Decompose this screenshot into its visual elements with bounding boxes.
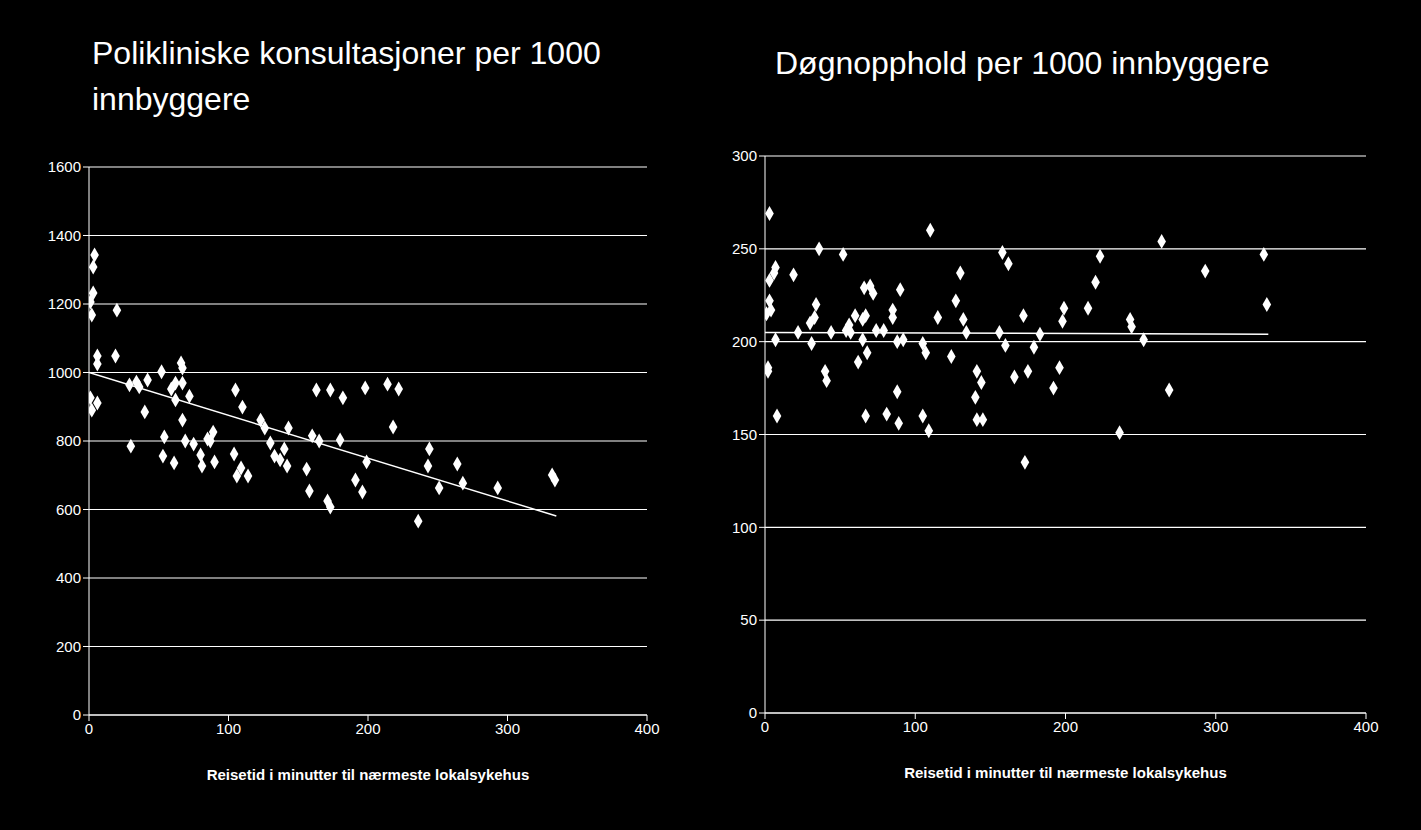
svg-text:600: 600: [56, 501, 81, 518]
svg-text:50: 50: [740, 611, 757, 628]
svg-text:100: 100: [732, 519, 757, 536]
svg-text:300: 300: [495, 720, 520, 737]
svg-text:250: 250: [732, 240, 757, 257]
svg-text:400: 400: [634, 720, 659, 737]
svg-text:150: 150: [732, 426, 757, 443]
svg-text:300: 300: [1203, 718, 1228, 735]
svg-text:200: 200: [732, 333, 757, 350]
svg-text:100: 100: [216, 720, 241, 737]
svg-text:800: 800: [56, 432, 81, 449]
svg-text:0: 0: [749, 704, 757, 721]
svg-text:400: 400: [1353, 718, 1378, 735]
svg-text:1600: 1600: [48, 158, 81, 175]
svg-text:200: 200: [1053, 718, 1078, 735]
svg-text:0: 0: [85, 720, 93, 737]
svg-text:0: 0: [761, 718, 769, 735]
svg-text:300: 300: [732, 147, 757, 164]
svg-text:0: 0: [73, 706, 81, 723]
svg-text:1400: 1400: [48, 227, 81, 244]
svg-text:400: 400: [56, 569, 81, 586]
svg-text:Reisetid i minutter til nærmes: Reisetid i minutter til nærmeste lokalsy…: [904, 764, 1227, 781]
html-text:Døgnopphold per 1000 innbygger: Døgnopphold per 1000 innbyggere: [775, 45, 1270, 81]
svg-text:Reisetid i minutter til nærmes: Reisetid i minutter til nærmeste lokalsy…: [207, 766, 530, 783]
svg-text:1000: 1000: [48, 364, 81, 381]
svg-text:200: 200: [355, 720, 380, 737]
svg-text:1200: 1200: [48, 295, 81, 312]
svg-text:100: 100: [903, 718, 928, 735]
html-text:Polikliniske konsultasjoner pe: Polikliniske konsultasjoner per 1000 inn…: [92, 35, 601, 117]
svg-text:200: 200: [56, 638, 81, 655]
